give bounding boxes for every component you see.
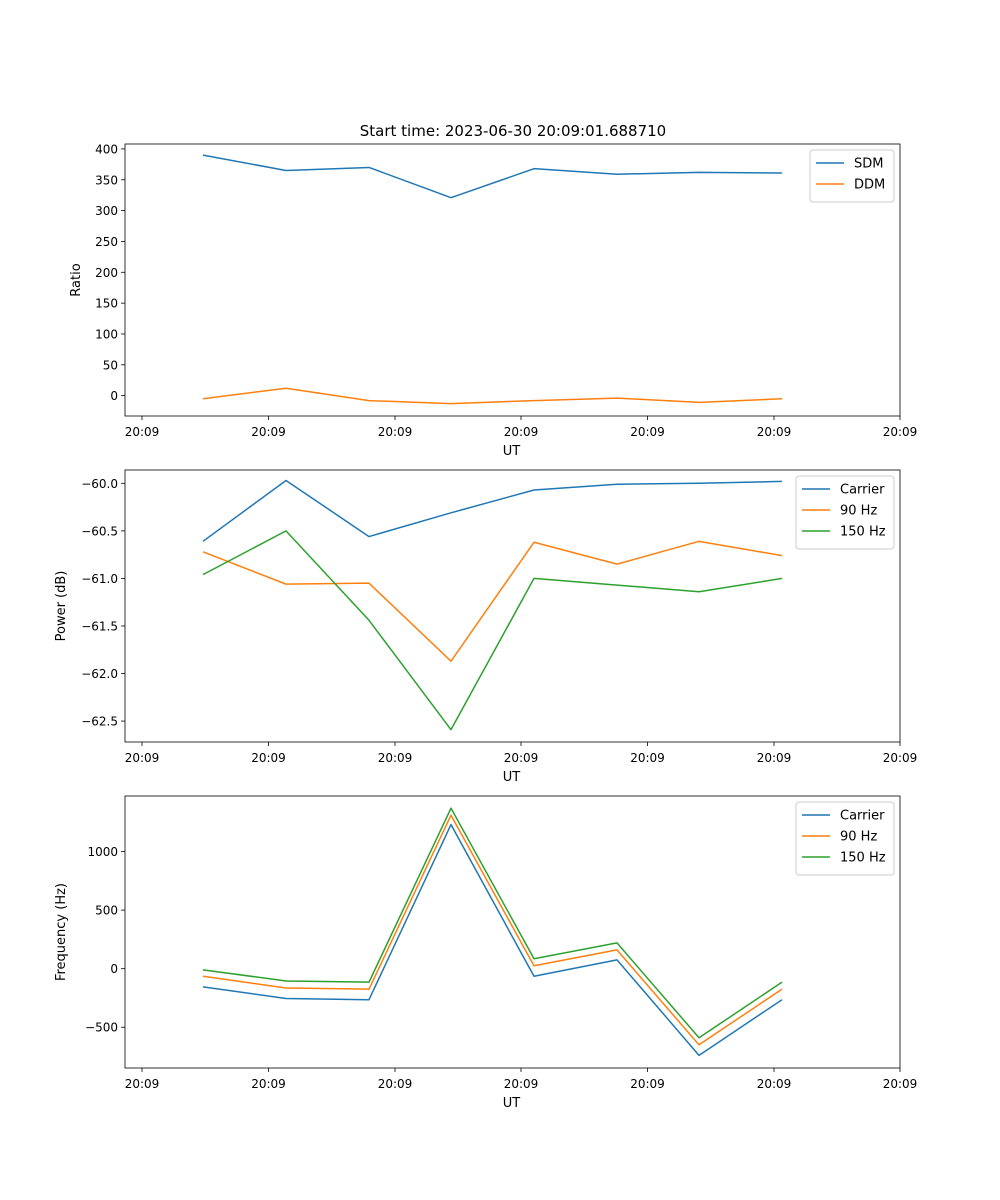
x-tick-label: 20:09	[378, 1077, 413, 1091]
series-line-ddm	[202, 387, 783, 405]
series-line-sdm	[202, 154, 783, 199]
legend: SDM DDM	[809, 149, 895, 203]
legend-label: Carrier	[840, 483, 885, 498]
x-tick-label: 20:09	[378, 425, 413, 439]
y-tick-label: −60.5	[81, 524, 118, 538]
series-line-carrier	[202, 823, 783, 1057]
x-tick-label: 20:09	[251, 751, 286, 765]
x-tick-label: 20:09	[757, 425, 792, 439]
y-tick-label: 300	[95, 204, 118, 218]
legend: Carrier 90 Hz 150 Hz	[795, 801, 895, 876]
y-tick-label: 400	[95, 142, 118, 156]
y-tick-label: −60.0	[81, 477, 118, 491]
axes-frame	[124, 469, 901, 743]
chart-panel-3: 20:09 20:09 20:09 20:09 20:09 20:09 20:09 −500 0…	[54, 795, 918, 1111]
x-tick-label: 20:09	[757, 751, 792, 765]
x-tick-label: 20:09	[251, 425, 286, 439]
legend-label: 150 Hz	[840, 851, 886, 866]
y-tick-label: 250	[95, 235, 118, 249]
series-line-90-hz	[202, 814, 783, 1046]
x-tick-label: 20:09	[883, 1077, 918, 1091]
axes-frame	[124, 795, 901, 1069]
y-tick-label: −500	[85, 1021, 118, 1035]
y-axis-label: Frequency (Hz)	[54, 883, 69, 981]
x-tick-label: 20:09	[125, 425, 160, 439]
y-tick-label: 350	[95, 173, 118, 187]
chart-panel-2: 20:09 20:09 20:09 20:09 20:09 20:09 20:09 −62.5…	[54, 469, 918, 785]
y-tick-label: −62.5	[81, 715, 118, 729]
legend-label: Carrier	[840, 809, 885, 824]
chart-panel-1: 20:09 20:09 20:09 20:09 20:09 20:09 20:09 0 50 10…	[69, 142, 917, 459]
y-tick-label: 0	[110, 962, 118, 976]
x-tick-label: 20:09	[504, 1077, 539, 1091]
series-line-150-hz	[202, 807, 783, 1039]
y-tick-label: 50	[103, 358, 118, 372]
x-tick-label: 20:09	[125, 1077, 160, 1091]
y-axis-label: Ratio	[69, 263, 84, 296]
x-tick-label: 20:09	[883, 751, 918, 765]
y-tick-label: 100	[95, 327, 118, 341]
series-line-carrier	[202, 479, 783, 542]
y-tick-label: 200	[95, 266, 118, 280]
legend-label: SDM	[854, 157, 883, 172]
y-tick-label: 0	[110, 389, 118, 403]
legend-label: 90 Hz	[840, 504, 877, 519]
x-tick-label: 20:09	[630, 751, 665, 765]
y-tick-label: −61.5	[81, 619, 118, 633]
x-tick-label: 20:09	[630, 1077, 665, 1091]
figure-title: Start time: 2023-06-30 20:09:01.688710	[360, 122, 666, 140]
legend: Carrier 90 Hz 150 Hz	[795, 475, 895, 550]
series-line-90-hz	[202, 540, 783, 662]
x-tick-label: 20:09	[504, 751, 539, 765]
x-axis-label: UT	[503, 444, 521, 459]
x-tick-label: 20:09	[504, 425, 539, 439]
x-tick-label: 20:09	[757, 1077, 792, 1091]
charts-container: 20:09 20:09 20:09 20:09 20:09 20:09 20:09 0 50 10…	[54, 142, 917, 1111]
x-tick-label: 20:09	[251, 1077, 286, 1091]
x-tick-label: 20:09	[630, 425, 665, 439]
y-tick-label: 150	[95, 297, 118, 311]
x-axis-label: UT	[503, 1096, 521, 1111]
legend-label: 90 Hz	[840, 830, 877, 845]
y-axis-label: Power (dB)	[54, 571, 69, 642]
y-tick-label: 500	[95, 904, 118, 918]
axes-frame	[124, 143, 901, 417]
y-tick-label: −61.0	[81, 572, 118, 586]
y-tick-label: −62.0	[81, 667, 118, 681]
x-axis-label: UT	[503, 770, 521, 785]
legend-label: 150 Hz	[840, 525, 886, 540]
x-tick-label: 20:09	[378, 751, 413, 765]
legend-label: DDM	[854, 178, 885, 193]
x-tick-label: 20:09	[125, 751, 160, 765]
y-tick-label: 1000	[87, 845, 118, 859]
series-line-150-hz	[202, 530, 783, 731]
x-tick-label: 20:09	[883, 425, 918, 439]
